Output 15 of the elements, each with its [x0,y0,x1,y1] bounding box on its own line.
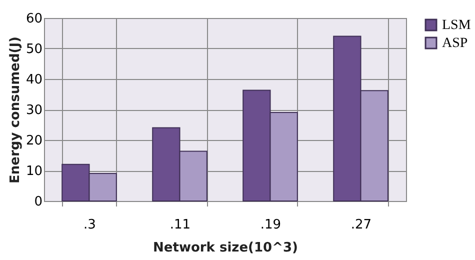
y-tick-label: 0 [34,194,42,210]
x-tick-label: .11 [170,218,191,232]
y-tick-label: 10 [26,164,42,179]
y-tick-label: 20 [26,134,42,148]
x-tick-label: .3 [84,218,96,232]
y-axis-title: Energy consumed(J) [8,36,23,184]
x-tick-label: .27 [350,218,372,232]
legend-label: ASP [442,36,468,51]
y-tick-label: 40 [26,72,42,88]
y-tick-label: 30 [26,103,42,118]
legend-label: LSM [442,18,472,33]
y-tick-label: 50 [26,42,42,57]
y-tick-label: 60 [26,12,42,26]
x-axis-title: Network size(10^3) [153,240,298,256]
x-tick-label: .19 [260,218,282,232]
